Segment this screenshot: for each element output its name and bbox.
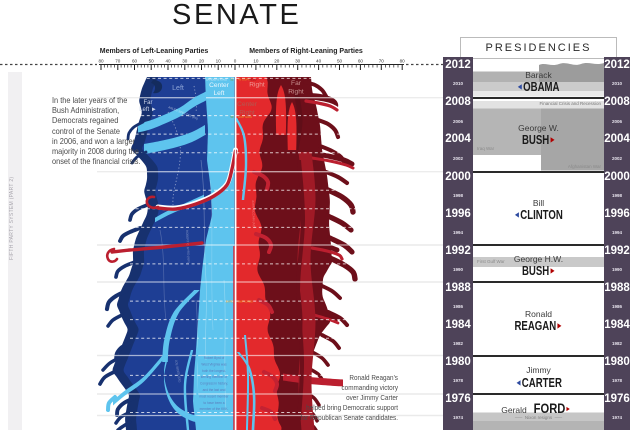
svg-text:Left ►: Left ► [139, 107, 157, 113]
svg-text:to have been a: to have been a [203, 401, 224, 405]
svg-text:member of the KKK.: member of the KKK. [200, 407, 229, 411]
svg-text:30: 30 [182, 59, 188, 64]
svg-text:both the longest-: both the longest- [202, 369, 226, 373]
svg-text:30: 30 [295, 59, 301, 64]
svg-text:60: 60 [132, 59, 138, 64]
svg-text:Right: Right [288, 89, 304, 96]
svg-text:BYRD: BYRD [226, 299, 234, 303]
svg-text:10: 10 [253, 59, 259, 64]
svg-text:70: 70 [379, 59, 385, 64]
svg-text:40: 40 [316, 59, 322, 64]
svg-text:20: 20 [199, 59, 205, 64]
svg-text:and the last and: and the last and [203, 388, 226, 392]
svg-text:Center: Center [237, 101, 258, 108]
svg-text:West Virginia was: West Virginia was [201, 362, 227, 366]
svg-text:most recent member: most recent member [199, 394, 229, 398]
svg-text:Congress in history,: Congress in history, [200, 382, 228, 386]
svg-text:Far: Far [291, 80, 302, 87]
svg-text:JOE BIDEN (DE): JOE BIDEN (DE) [174, 359, 182, 382]
svg-text:10: 10 [216, 59, 222, 64]
svg-text:49 GOPS: 49 GOPS [238, 77, 250, 81]
svg-text:Right: Right [239, 110, 255, 117]
svg-text:70: 70 [115, 59, 121, 64]
svg-text:SANDERS KING: SANDERS KING [206, 77, 227, 81]
svg-text:40: 40 [165, 59, 171, 64]
svg-text:Right: Right [249, 82, 265, 89]
svg-text:Center: Center [209, 82, 230, 89]
svg-text:Left: Left [214, 90, 225, 97]
svg-text:Far: Far [144, 100, 153, 106]
svg-text:SWITCHES: SWITCHES [238, 299, 253, 303]
svg-text:Robert Byrd of: Robert Byrd of [204, 356, 225, 360]
svg-text:80: 80 [98, 59, 104, 64]
svg-text:80: 80 [400, 59, 406, 64]
svg-text:Left: Left [172, 85, 184, 92]
svg-text:50: 50 [337, 59, 343, 64]
svg-text:20: 20 [274, 59, 280, 64]
svg-text:50: 50 [149, 59, 155, 64]
svg-text:51: 51 [230, 77, 234, 81]
svg-text:GOP GAIN: GOP GAIN [238, 115, 252, 119]
svg-text:JOHN MCCAIN (AZ): JOHN MCCAIN (AZ) [251, 200, 256, 228]
svg-text:HELD: HELD [249, 77, 256, 81]
svg-text:serving member of: serving member of [201, 375, 228, 379]
svg-text:50: 50 [230, 115, 234, 119]
svg-text:0: 0 [234, 59, 237, 64]
svg-text:60: 60 [358, 59, 364, 64]
svg-text:ROBERT C. BYRD (WV): ROBERT C. BYRD (WV) [185, 230, 191, 263]
